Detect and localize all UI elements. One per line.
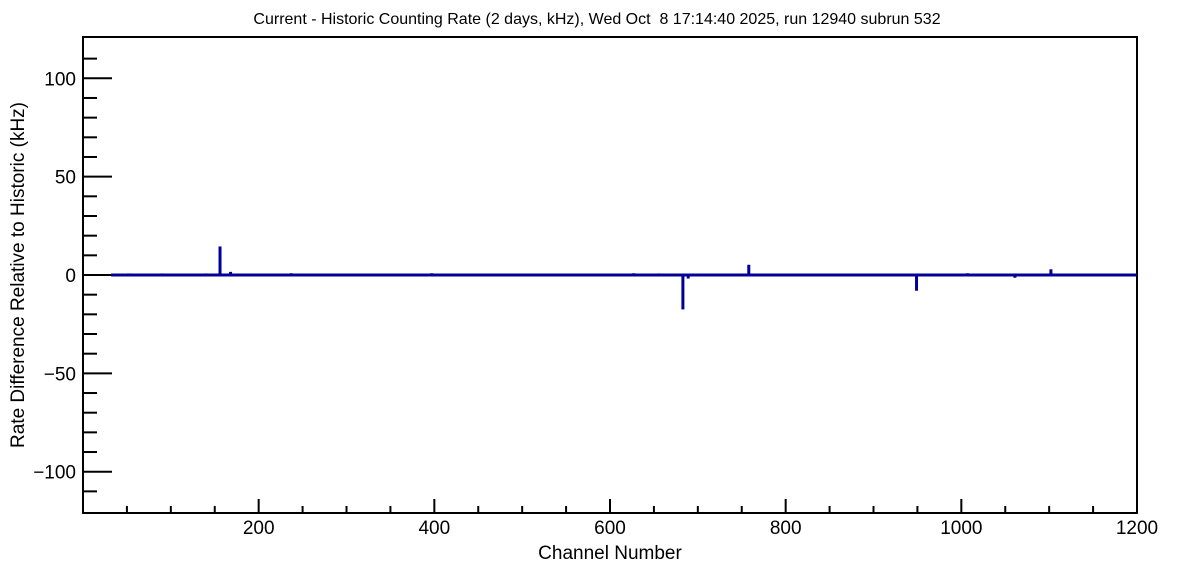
x-tick-label: 200 xyxy=(243,518,275,539)
x-tick-label: 800 xyxy=(770,518,802,539)
x-axis-title: Channel Number xyxy=(538,543,682,564)
x-tick-label: 1000 xyxy=(940,518,982,539)
y-axis-title: Rate Difference Relative to Historic (kH… xyxy=(8,102,29,448)
y-tick-label: 100 xyxy=(44,69,76,90)
x-tick-label: 600 xyxy=(594,518,626,539)
chart-title: Current - Historic Counting Rate (2 days… xyxy=(253,11,940,28)
y-tick-label: −50 xyxy=(44,364,76,385)
y-tick-label: 0 xyxy=(65,266,76,287)
x-tick-label: 400 xyxy=(418,518,450,539)
x-tick-label: 1200 xyxy=(1116,518,1158,539)
plot-area: 200 400 600 800 1000 1200 −100 −50 0 50 100 xyxy=(33,36,1158,539)
y-tick-label: 50 xyxy=(55,168,76,189)
y-tick-label: −100 xyxy=(33,463,76,484)
